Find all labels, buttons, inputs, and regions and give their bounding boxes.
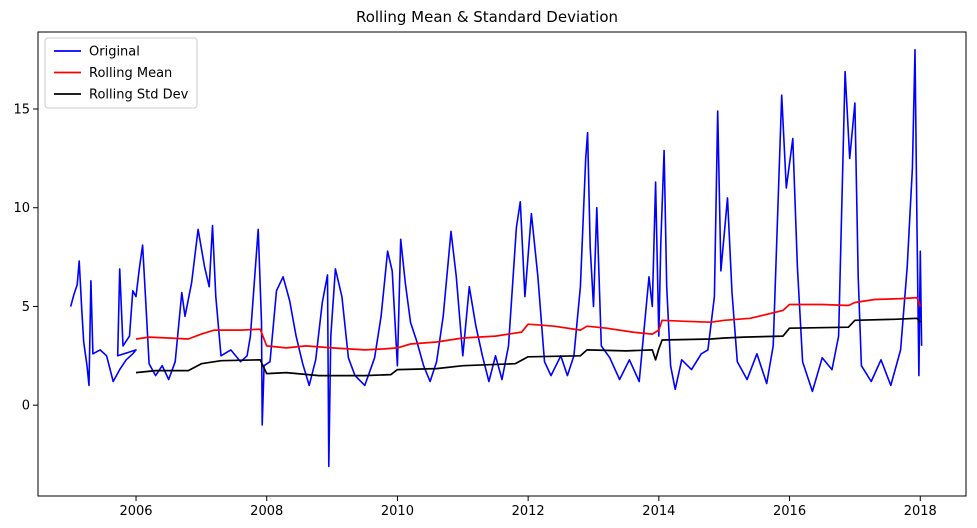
- series-layer: [69, 48, 923, 468]
- legend-label: Rolling Mean: [89, 66, 172, 81]
- x-tick-label: 2010: [381, 504, 414, 519]
- y-tick-label: 15: [13, 103, 30, 118]
- legend-box: [44, 37, 198, 109]
- y-tick-label: 0: [22, 399, 30, 414]
- x-tick-label: 2018: [904, 504, 937, 519]
- y-tick-label: 5: [22, 300, 30, 315]
- plot-frame: [37, 31, 967, 497]
- rolling-mean-series-line: [135, 296, 922, 351]
- x-tick-label: 2012: [512, 504, 545, 519]
- rolling-std-series-line: [135, 317, 921, 377]
- y-tick-label: 10: [13, 201, 30, 216]
- legend: Original Rolling Mean Rolling Std Dev: [44, 37, 198, 109]
- x-tick-label: 2006: [119, 504, 152, 519]
- x-tick-label: 2016: [773, 504, 806, 519]
- legend-label: Rolling Std Dev: [89, 88, 189, 103]
- legend-label: Original: [89, 45, 140, 60]
- original-series-line: [69, 48, 923, 468]
- chart-title: Rolling Mean & Standard Deviation: [356, 8, 618, 26]
- axis-layer: 2006 2008 2010 2012 2014 2016 2018 0 5 10 15: [13, 103, 936, 519]
- x-tick-label: 2008: [250, 504, 283, 519]
- x-tick-label: 2014: [642, 504, 675, 519]
